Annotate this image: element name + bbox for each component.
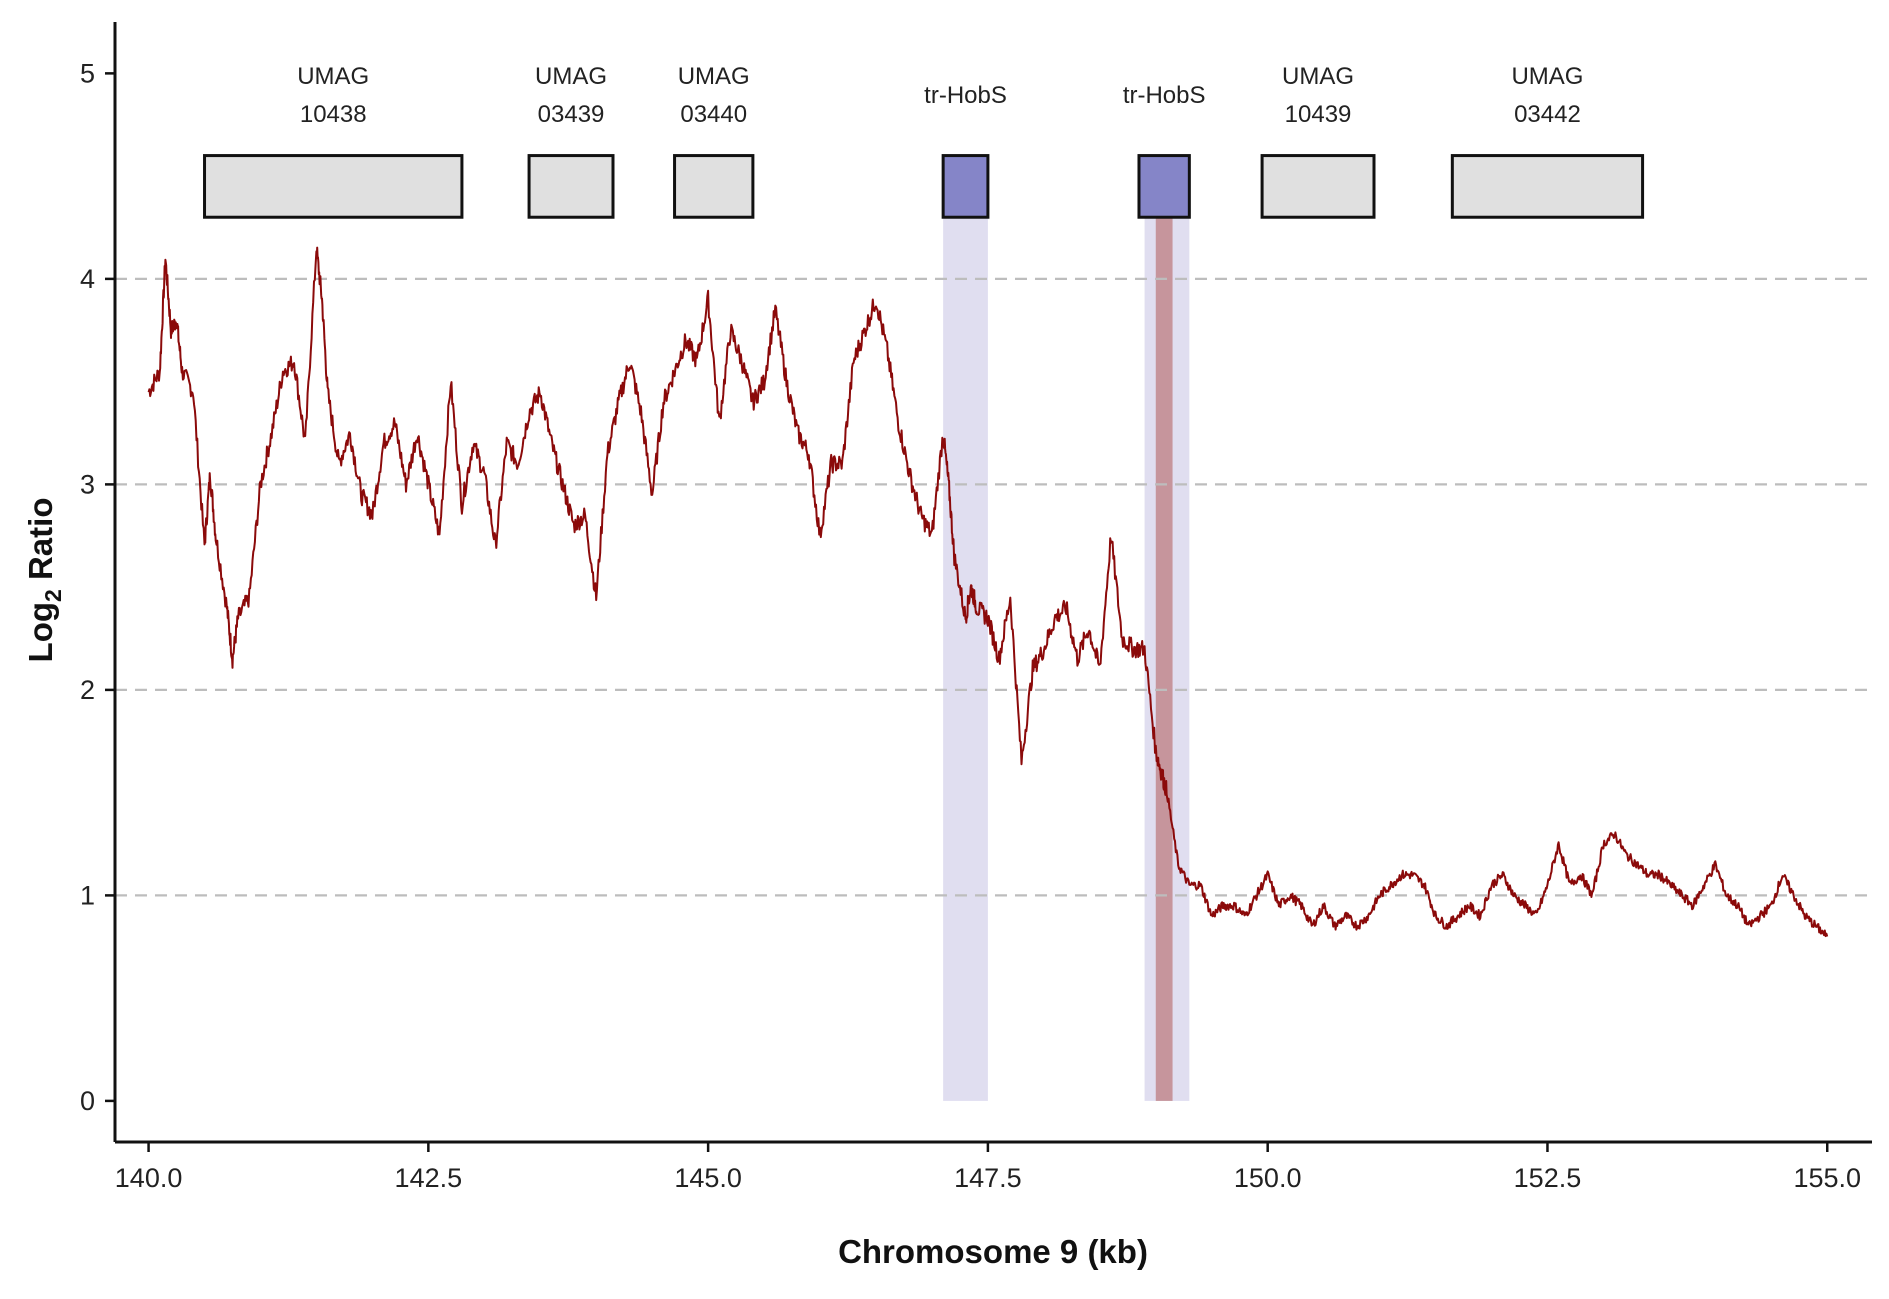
x-axis-title: Chromosome 9 (kb) bbox=[838, 1233, 1148, 1270]
y-tick-label-2: 2 bbox=[80, 675, 95, 705]
gene-label-2-line2: 03439 bbox=[538, 101, 605, 128]
gene-box-6 bbox=[1260, 154, 1376, 219]
x-tick-label-0: 140.0 bbox=[115, 1163, 183, 1193]
gene-label-3-line2: 03440 bbox=[680, 101, 747, 128]
y-tick-label-0: 0 bbox=[80, 1086, 95, 1116]
y-axis-title-subscript: 2 bbox=[40, 589, 66, 602]
y-tick-label-1: 1 bbox=[80, 880, 95, 910]
shaded-regions bbox=[943, 213, 1190, 1101]
gene-track: UMAG 10438 UMAG 03439 UMAG 03440 tr-HobS tr-Hob… bbox=[203, 63, 1645, 219]
x-tick-label-4: 150.0 bbox=[1234, 1163, 1302, 1193]
shaded-region-3 bbox=[1155, 213, 1173, 1101]
y-tick-label-4: 4 bbox=[80, 264, 95, 294]
gene-box-1 bbox=[203, 154, 464, 219]
y-tick-label-3: 3 bbox=[80, 469, 95, 499]
gene-label-4: tr-HobS bbox=[924, 82, 1007, 109]
y-tick-label-5: 5 bbox=[80, 58, 95, 88]
grid-lines bbox=[115, 277, 1872, 897]
x-tick-label-3: 147.5 bbox=[954, 1163, 1022, 1193]
shaded-region-1 bbox=[943, 213, 988, 1101]
y-axis-title-suffix: Ratio bbox=[22, 498, 59, 590]
x-tick-label-1: 142.5 bbox=[395, 1163, 463, 1193]
gene-label-5: tr-HobS bbox=[1123, 82, 1206, 109]
x-tick-label-5: 152.5 bbox=[1514, 1163, 1582, 1193]
gene-box-7 bbox=[1450, 154, 1645, 219]
series-line-1 bbox=[147, 246, 1829, 938]
gene-label-6-line1: UMAG bbox=[1282, 63, 1354, 90]
gene-label-3-line1: UMAG bbox=[678, 63, 750, 90]
gene-label-2-line1: UMAG bbox=[535, 63, 607, 90]
gene-label-7-line1: UMAG bbox=[1511, 63, 1583, 90]
y-axis-title: Log2 Ratio bbox=[22, 498, 66, 663]
gene-label-6-line2: 10439 bbox=[1285, 101, 1352, 128]
x-tick-label-6: 155.0 bbox=[1793, 1163, 1861, 1193]
y-axis-title-main: Log bbox=[22, 602, 59, 662]
gene-box-2 bbox=[527, 154, 615, 219]
gene-box-4 bbox=[941, 154, 990, 219]
x-tick-label-2: 145.0 bbox=[674, 1163, 742, 1193]
gene-box-5 bbox=[1137, 154, 1191, 219]
gene-label-1-line1: UMAG bbox=[297, 63, 369, 90]
axes: 0 1 2 3 4 5 140.0 142.5 145.0 147.5 150.0 152.5 155.… bbox=[80, 22, 1872, 1193]
gene-box-3 bbox=[673, 154, 755, 219]
series-layer bbox=[147, 246, 1829, 938]
gene-label-1-line2: 10438 bbox=[300, 101, 367, 128]
gene-label-7-line2: 03442 bbox=[1514, 101, 1581, 128]
